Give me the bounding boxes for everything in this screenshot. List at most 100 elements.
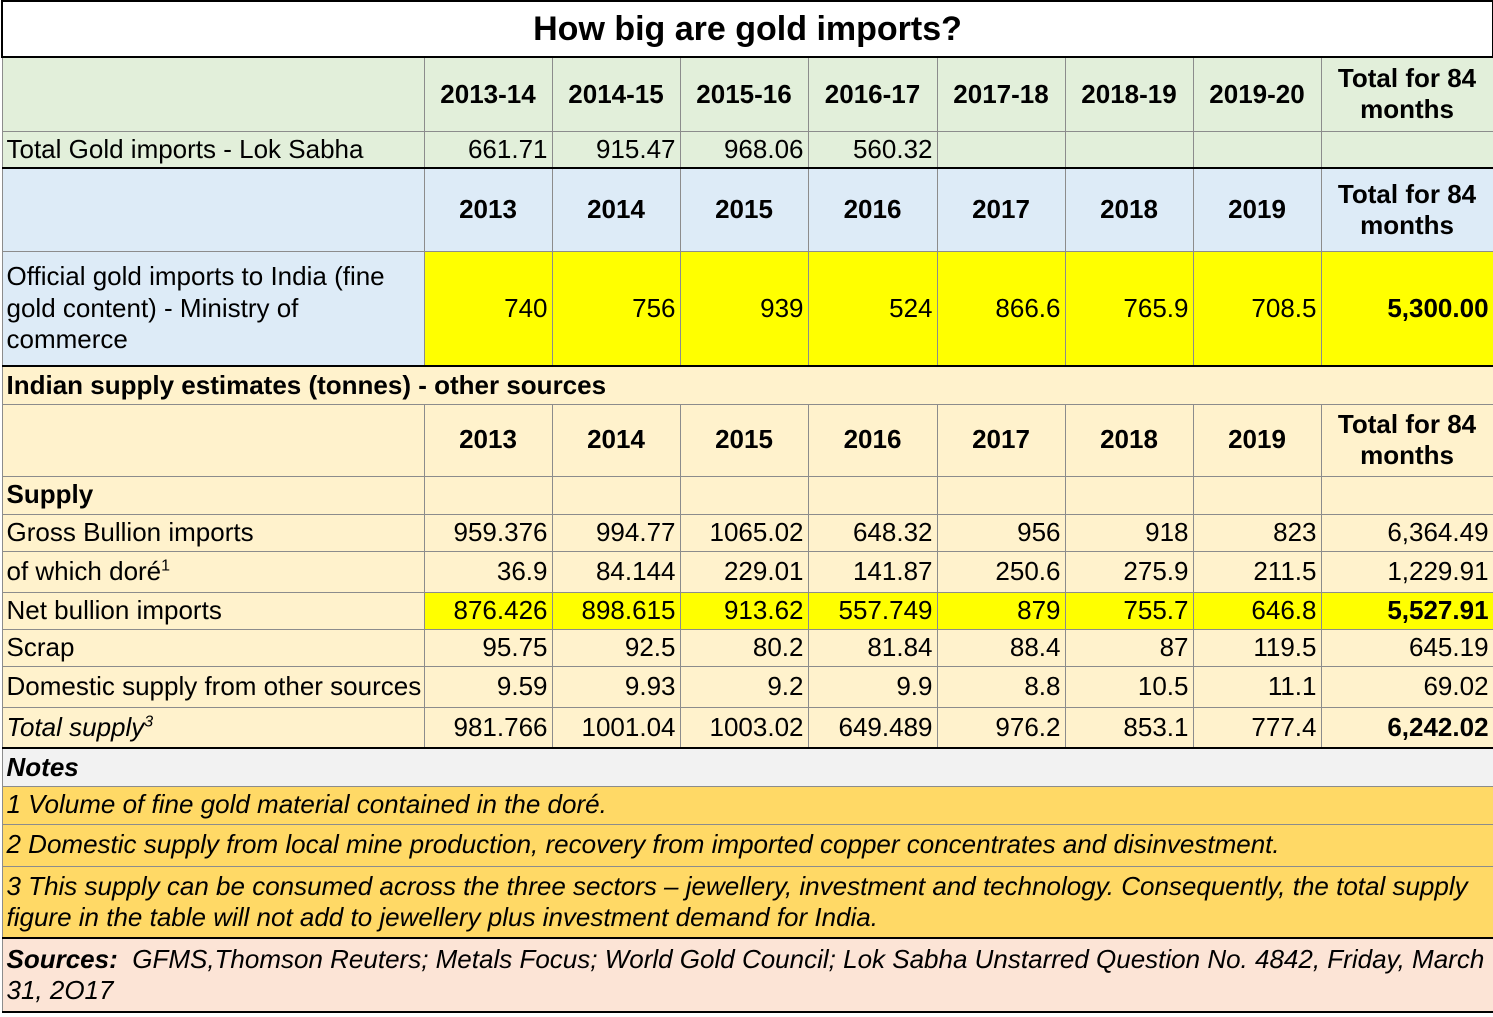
total-cell: 6,364.49 [1320, 513, 1493, 552]
total-cell: 6,242.02 [1320, 706, 1493, 749]
data-cell: 876.426 [423, 591, 553, 630]
table-row: Domestic supply from other sources 9.59 … [1, 665, 1493, 708]
data-cell: 87 [1064, 628, 1194, 667]
data-cell: 777.4 [1192, 706, 1322, 749]
table-row: Net bullion imports 876.426 898.615 913.… [1, 591, 1493, 630]
year-header: 2017 [936, 167, 1066, 252]
year-header: 2016 [807, 403, 938, 477]
fy-header: 2015-16 [679, 56, 809, 132]
data-cell: 250.6 [936, 550, 1066, 593]
year-header: 2014 [551, 167, 681, 252]
note-text: 3 This supply can be consumed across the… [1, 865, 1493, 939]
data-cell: 88.4 [936, 628, 1066, 667]
data-cell: 994.77 [551, 513, 681, 552]
data-cell: 648.32 [807, 513, 938, 552]
data-cell: 9.59 [423, 665, 553, 708]
note-row: 2 Domestic supply from local mine produc… [1, 823, 1493, 867]
total-cell: 69.02 [1320, 665, 1493, 708]
notes-heading: Notes [1, 747, 1493, 787]
fy-header: 2017-18 [936, 56, 1066, 132]
total-cell: 5,300.00 [1320, 250, 1493, 367]
supply-label-row: Supply [1, 475, 1493, 515]
total-header: Total for 84 months [1320, 56, 1493, 132]
year-header: 2015 [679, 403, 809, 477]
lok-sabha-row: Total Gold imports - Lok Sabha 661.71 91… [1, 130, 1493, 169]
data-cell [1064, 130, 1194, 169]
sources-row: Sources: GFMS,Thomson Reuters; Metals Fo… [1, 937, 1493, 1013]
data-cell: 1065.02 [679, 513, 809, 552]
header-blank-cell [1, 56, 425, 132]
row-label: Gross Bullion imports [1, 513, 425, 552]
data-cell: 956 [936, 513, 1066, 552]
data-cell: 211.5 [1192, 550, 1322, 593]
data-cell: 84.144 [551, 550, 681, 593]
data-cell: 649.489 [807, 706, 938, 749]
data-cell: 275.9 [1064, 550, 1194, 593]
fy-header: 2019-20 [1192, 56, 1322, 132]
data-cell: 560.32 [807, 130, 938, 169]
data-cell: 959.376 [423, 513, 553, 552]
data-cell: 119.5 [1192, 628, 1322, 667]
year-header: 2013 [423, 167, 553, 252]
data-cell [1320, 130, 1493, 169]
data-cell: 557.749 [807, 591, 938, 630]
data-cell: 866.6 [936, 250, 1066, 367]
data-cell: 229.01 [679, 550, 809, 593]
data-cell: 765.9 [1064, 250, 1194, 367]
data-cell: 939 [679, 250, 809, 367]
note-text: 2 Domestic supply from local mine produc… [1, 823, 1493, 867]
sources-cell: Sources: GFMS,Thomson Reuters; Metals Fo… [1, 937, 1493, 1013]
total-cell: 1,229.91 [1320, 550, 1493, 593]
fy-header: 2018-19 [1064, 56, 1194, 132]
fy-header: 2013-14 [423, 56, 553, 132]
data-cell: 968.06 [679, 130, 809, 169]
notes-heading-row: Notes [1, 747, 1493, 787]
data-cell: 9.9 [807, 665, 938, 708]
data-cell [936, 130, 1066, 169]
row-label: Total supply3 [1, 706, 425, 749]
data-cell: 918 [1064, 513, 1194, 552]
year-header: 2014 [551, 403, 681, 477]
data-cell: 981.766 [423, 706, 553, 749]
data-cell [1192, 130, 1322, 169]
data-cell: 92.5 [551, 628, 681, 667]
data-cell: 9.2 [679, 665, 809, 708]
data-cell: 10.5 [1064, 665, 1194, 708]
data-cell: 9.93 [551, 665, 681, 708]
fy-header: 2014-15 [551, 56, 681, 132]
data-cell: 755.7 [1064, 591, 1194, 630]
table-row: Gross Bullion imports 959.376 994.77 106… [1, 513, 1493, 552]
data-cell: 853.1 [1064, 706, 1194, 749]
year-header: 2018 [1064, 167, 1194, 252]
table-row: of which doré1 36.9 84.144 229.01 141.87… [1, 550, 1493, 593]
header-blank-cell [1, 403, 425, 477]
data-cell: 1003.02 [679, 706, 809, 749]
fy-header-row: 2013-14 2014-15 2015-16 2016-17 2017-18 … [1, 56, 1493, 132]
official-imports-row: Official gold imports to India (fine gol… [1, 250, 1493, 367]
row-label: Official gold imports to India (fine gol… [1, 250, 425, 367]
fy-header: 2016-17 [807, 56, 938, 132]
year-header: 2019 [1192, 403, 1322, 477]
sources-label: Sources: [6, 943, 118, 974]
table-row: Total supply3 981.766 1001.04 1003.02 64… [1, 706, 1493, 749]
data-cell: 740 [423, 250, 553, 367]
total-header: Total for 84 months [1320, 403, 1493, 477]
row-label: Total Gold imports - Lok Sabha [1, 130, 425, 169]
data-cell: 81.84 [807, 628, 938, 667]
year-header: 2013 [423, 403, 553, 477]
note-row: 3 This supply can be consumed across the… [1, 865, 1493, 939]
sources-text: GFMS,Thomson Reuters; Metals Focus; Worl… [6, 943, 1485, 1005]
row-label: Domestic supply from other sources [1, 665, 425, 708]
table-title: How big are gold imports? [0, 0, 1493, 58]
footnote-marker: 1 [161, 557, 171, 575]
data-cell: 898.615 [551, 591, 681, 630]
year-header: 2017 [936, 403, 1066, 477]
year-header: 2015 [679, 167, 809, 252]
data-cell: 913.62 [679, 591, 809, 630]
data-cell: 756 [551, 250, 681, 367]
data-cell: 976.2 [936, 706, 1066, 749]
supply-label: Supply [1, 475, 425, 515]
row-label: of which doré1 [1, 550, 425, 593]
data-cell: 661.71 [423, 130, 553, 169]
